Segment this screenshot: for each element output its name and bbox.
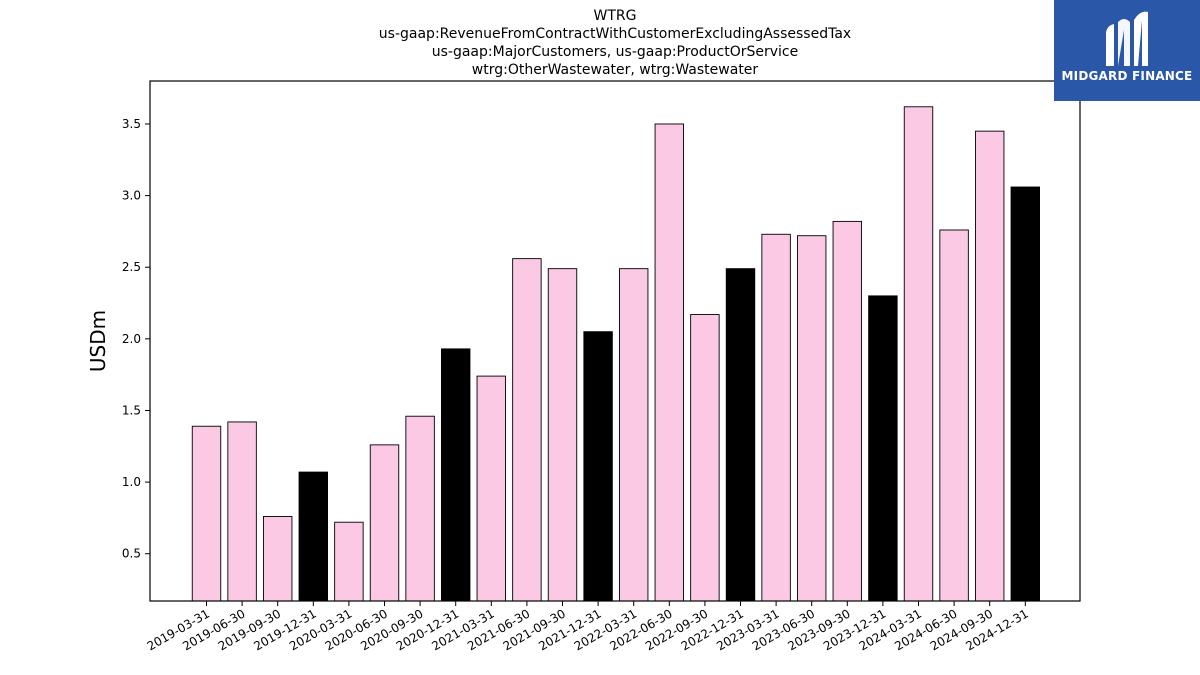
bar xyxy=(298,471,328,602)
bar xyxy=(583,331,613,602)
bar xyxy=(939,229,969,602)
y-tick-label: 0.5 xyxy=(122,547,141,561)
bar xyxy=(334,521,364,602)
bar xyxy=(191,425,222,602)
bar xyxy=(975,130,1005,602)
y-tick-label: 3.0 xyxy=(122,189,141,203)
bar xyxy=(868,295,898,602)
chart-title-line: us-gaap:MajorCustomers, us-gaap:ProductO… xyxy=(432,44,798,60)
bar xyxy=(441,348,471,602)
y-tick-label: 2.5 xyxy=(122,260,141,274)
bar xyxy=(476,375,506,602)
bar xyxy=(263,516,293,602)
bar xyxy=(690,314,720,602)
brand-logo: MIDGARD FINANCE xyxy=(1054,0,1200,101)
bar xyxy=(227,421,257,602)
y-tick-label: 1.5 xyxy=(122,403,141,417)
bar xyxy=(512,258,542,602)
y-tick-label: 2.0 xyxy=(122,332,141,346)
bar xyxy=(547,268,578,602)
bar xyxy=(761,233,791,602)
bar xyxy=(832,220,862,602)
bar xyxy=(797,235,827,602)
bar xyxy=(369,444,400,602)
brand-name: MIDGARD FINANCE xyxy=(1061,69,1193,83)
bar xyxy=(654,123,684,602)
bar xyxy=(619,268,649,602)
midgard-logo-icon xyxy=(1106,11,1148,66)
chart-title-line: WTRG xyxy=(594,8,637,24)
y-axis: 0.5 1.0 1.5 2.0 2.5 3.0 3.5 xyxy=(122,117,150,561)
bar xyxy=(903,106,934,602)
x-axis: 2019-03-312019-06-302019-09-302019-12-31… xyxy=(145,601,1031,653)
bar xyxy=(725,268,756,602)
y-tick-label: 1.0 xyxy=(122,475,141,489)
bars-group xyxy=(191,106,1040,602)
y-tick-label: 3.5 xyxy=(122,117,141,131)
plot-frame xyxy=(149,80,1081,602)
bar xyxy=(405,415,435,602)
y-axis-label: USDm xyxy=(86,310,110,372)
chart-title-line: us-gaap:RevenueFromContractWithCustomerE… xyxy=(379,26,851,42)
chart-title-line: wtrg:OtherWastewater, wtrg:Wastewater xyxy=(472,62,759,78)
bar xyxy=(1010,186,1040,602)
chart-title: WTRG us-gaap:RevenueFromContractWithCusto… xyxy=(379,8,851,78)
